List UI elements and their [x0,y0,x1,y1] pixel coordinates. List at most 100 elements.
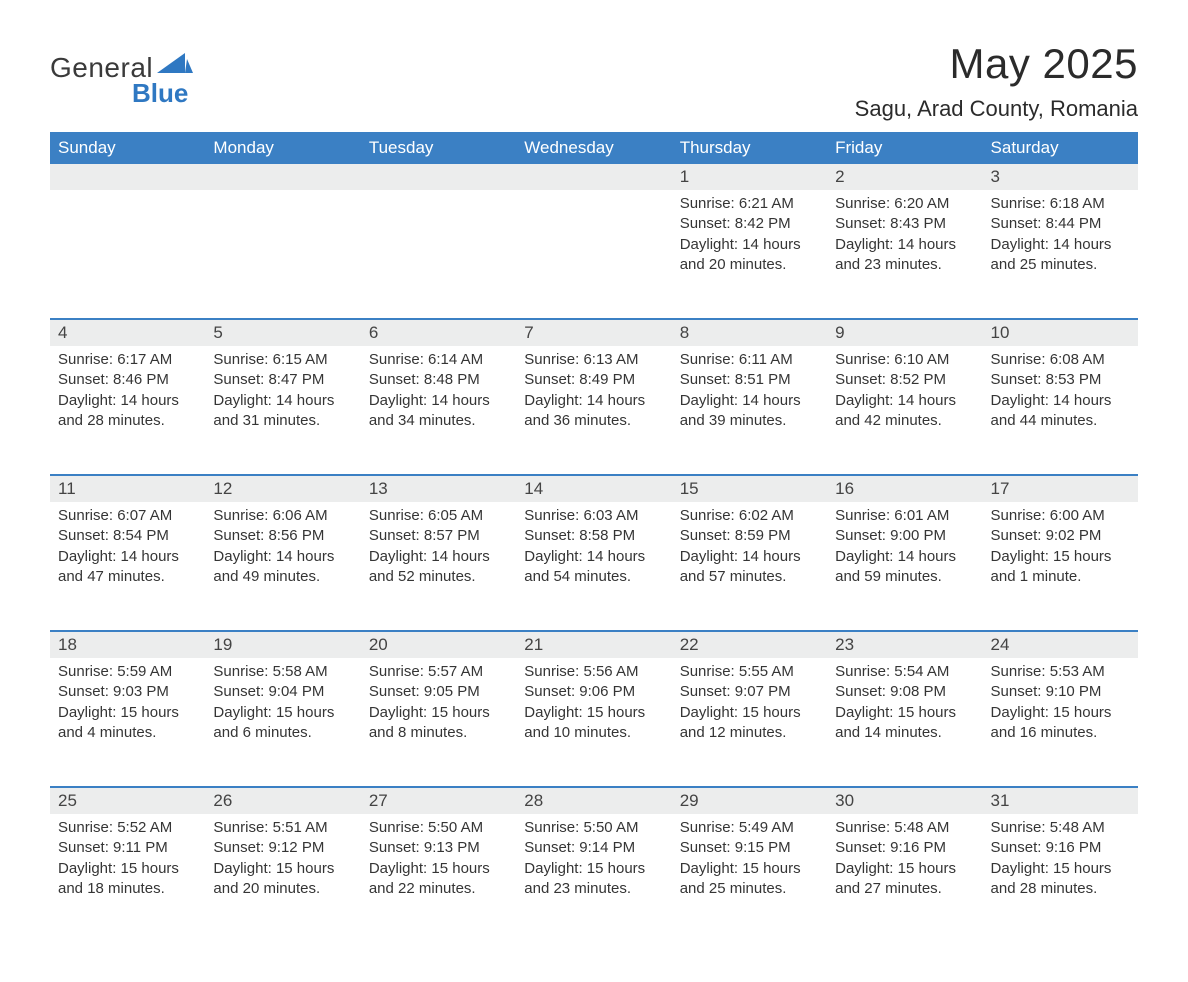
sunrise-text: Sunrise: 6:03 AM [524,506,665,526]
logo-triangle-icon [157,48,193,80]
daynum-cell: 8 [672,320,827,346]
sunrise-text: Sunrise: 6:05 AM [369,506,510,526]
daynum-cell: 1 [672,164,827,190]
daylight-text-2: and 18 minutes. [58,879,199,899]
daylight-text-1: Daylight: 14 hours [369,547,510,567]
daylight-text-1: Daylight: 14 hours [991,391,1132,411]
day-info: Sunrise: 5:53 AMSunset: 9:10 PMDaylight:… [983,658,1138,749]
daynum-cell: 4 [50,320,205,346]
day-info: Sunrise: 5:57 AMSunset: 9:05 PMDaylight:… [361,658,516,749]
day-info: Sunrise: 6:17 AMSunset: 8:46 PMDaylight:… [50,346,205,437]
day-info [516,190,671,200]
day-info: Sunrise: 6:18 AMSunset: 8:44 PMDaylight:… [983,190,1138,281]
day-number: 12 [205,476,360,502]
day-number [205,174,360,180]
daylight-text-2: and 57 minutes. [680,567,821,587]
daynum-cell: 29 [672,788,827,814]
day-info: Sunrise: 6:06 AMSunset: 8:56 PMDaylight:… [205,502,360,593]
sunset-text: Sunset: 8:51 PM [680,370,821,390]
daylight-text-1: Daylight: 14 hours [680,391,821,411]
day-cell: Sunrise: 6:01 AMSunset: 9:00 PMDaylight:… [827,502,982,630]
daynum-cell: 30 [827,788,982,814]
daylight-text-1: Daylight: 15 hours [58,859,199,879]
sunrise-text: Sunrise: 5:50 AM [369,818,510,838]
day-number [516,174,671,180]
daynum-cell: 27 [361,788,516,814]
week-row: Sunrise: 5:59 AMSunset: 9:03 PMDaylight:… [50,658,1138,786]
sunset-text: Sunset: 8:46 PM [58,370,199,390]
day-number: 25 [50,788,205,814]
daynum-cell: 12 [205,476,360,502]
calendar-body: 123Sunrise: 6:21 AMSunset: 8:42 PMDaylig… [50,164,1138,942]
day-cell: Sunrise: 6:11 AMSunset: 8:51 PMDaylight:… [672,346,827,474]
daynum-row: 18192021222324 [50,632,1138,658]
sunrise-text: Sunrise: 5:58 AM [213,662,354,682]
title-block: May 2025 Sagu, Arad County, Romania [855,30,1138,132]
sunset-text: Sunset: 8:42 PM [680,214,821,234]
sunrise-text: Sunrise: 5:53 AM [991,662,1132,682]
day-cell [516,190,671,318]
day-info: Sunrise: 5:51 AMSunset: 9:12 PMDaylight:… [205,814,360,905]
daynum-row: 45678910 [50,320,1138,346]
day-info: Sunrise: 5:48 AMSunset: 9:16 PMDaylight:… [827,814,982,905]
daylight-text-2: and 31 minutes. [213,411,354,431]
sunset-text: Sunset: 8:58 PM [524,526,665,546]
day-info: Sunrise: 6:21 AMSunset: 8:42 PMDaylight:… [672,190,827,281]
day-cell: Sunrise: 5:52 AMSunset: 9:11 PMDaylight:… [50,814,205,942]
sunrise-text: Sunrise: 6:21 AM [680,194,821,214]
day-cell: Sunrise: 6:21 AMSunset: 8:42 PMDaylight:… [672,190,827,318]
day-info: Sunrise: 5:59 AMSunset: 9:03 PMDaylight:… [50,658,205,749]
day-number: 30 [827,788,982,814]
sunrise-text: Sunrise: 6:08 AM [991,350,1132,370]
daylight-text-1: Daylight: 15 hours [213,859,354,879]
day-info: Sunrise: 5:50 AMSunset: 9:13 PMDaylight:… [361,814,516,905]
day-info [361,190,516,200]
daylight-text-1: Daylight: 15 hours [524,859,665,879]
day-cell [50,190,205,318]
day-info: Sunrise: 5:49 AMSunset: 9:15 PMDaylight:… [672,814,827,905]
daylight-text-1: Daylight: 15 hours [58,703,199,723]
weekday-header: Friday [827,132,982,164]
day-info: Sunrise: 5:54 AMSunset: 9:08 PMDaylight:… [827,658,982,749]
daynum-cell: 10 [983,320,1138,346]
sunrise-text: Sunrise: 5:48 AM [835,818,976,838]
day-info: Sunrise: 6:10 AMSunset: 8:52 PMDaylight:… [827,346,982,437]
sunset-text: Sunset: 9:10 PM [991,682,1132,702]
sunset-text: Sunset: 9:12 PM [213,838,354,858]
daynum-cell: 6 [361,320,516,346]
sunrise-text: Sunrise: 6:14 AM [369,350,510,370]
day-cell: Sunrise: 6:20 AMSunset: 8:43 PMDaylight:… [827,190,982,318]
daynum-cell: 25 [50,788,205,814]
day-info: Sunrise: 6:11 AMSunset: 8:51 PMDaylight:… [672,346,827,437]
daynum-cell: 14 [516,476,671,502]
daynum-cell: 9 [827,320,982,346]
day-cell [205,190,360,318]
day-info: Sunrise: 6:07 AMSunset: 8:54 PMDaylight:… [50,502,205,593]
daylight-text-1: Daylight: 15 hours [835,859,976,879]
day-number: 10 [983,320,1138,346]
sunrise-text: Sunrise: 5:57 AM [369,662,510,682]
week-row: Sunrise: 5:52 AMSunset: 9:11 PMDaylight:… [50,814,1138,942]
day-info: Sunrise: 6:08 AMSunset: 8:53 PMDaylight:… [983,346,1138,437]
day-cell: Sunrise: 5:51 AMSunset: 9:12 PMDaylight:… [205,814,360,942]
day-number: 16 [827,476,982,502]
day-cell: Sunrise: 6:07 AMSunset: 8:54 PMDaylight:… [50,502,205,630]
daylight-text-1: Daylight: 15 hours [991,859,1132,879]
day-cell: Sunrise: 6:13 AMSunset: 8:49 PMDaylight:… [516,346,671,474]
day-cell [361,190,516,318]
day-number: 19 [205,632,360,658]
daylight-text-1: Daylight: 15 hours [680,859,821,879]
day-info: Sunrise: 6:01 AMSunset: 9:00 PMDaylight:… [827,502,982,593]
daylight-text-2: and 47 minutes. [58,567,199,587]
daynum-cell: 26 [205,788,360,814]
day-cell: Sunrise: 6:05 AMSunset: 8:57 PMDaylight:… [361,502,516,630]
day-cell: Sunrise: 5:56 AMSunset: 9:06 PMDaylight:… [516,658,671,786]
daylight-text-2: and 44 minutes. [991,411,1132,431]
daylight-text-2: and 36 minutes. [524,411,665,431]
day-number: 22 [672,632,827,658]
daylight-text-2: and 16 minutes. [991,723,1132,743]
daylight-text-2: and 1 minute. [991,567,1132,587]
daynum-cell: 20 [361,632,516,658]
sunset-text: Sunset: 9:03 PM [58,682,199,702]
sunset-text: Sunset: 8:59 PM [680,526,821,546]
